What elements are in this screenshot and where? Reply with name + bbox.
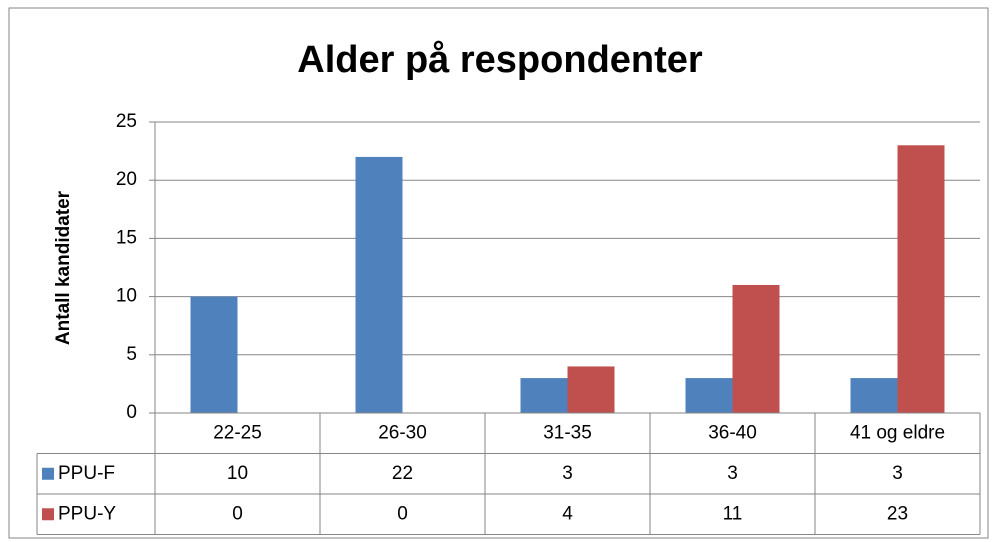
- bar: [355, 156, 403, 414]
- chart-title: Alder på respondenter: [297, 39, 703, 81]
- x-tick-label: 41 og eldre: [850, 422, 945, 443]
- y-tick-label: 25: [116, 111, 137, 132]
- table-value: 0: [232, 503, 243, 524]
- table-value: 10: [227, 463, 248, 484]
- table-value: 4: [562, 503, 573, 524]
- bar: [685, 378, 733, 413]
- x-tick-label: 31-35: [543, 422, 592, 443]
- legend-label: PPU-F: [58, 463, 115, 484]
- y-tick-label: 0: [126, 402, 137, 423]
- y-tick-label: 10: [116, 286, 137, 307]
- legend-key: [42, 467, 54, 480]
- x-tick-label: 26-30: [378, 422, 427, 443]
- x-tick-label: 36-40: [708, 422, 757, 443]
- y-axis-label: Antall kandidater: [53, 190, 74, 345]
- table-value: 0: [397, 503, 408, 524]
- chart-border: [8, 7, 989, 539]
- bar: [732, 284, 780, 413]
- legend-key: [42, 508, 54, 521]
- table-value: 3: [562, 463, 573, 484]
- bar: [567, 366, 615, 413]
- table-value: 3: [892, 463, 903, 484]
- bar: [850, 378, 898, 413]
- table-value: 11: [723, 503, 743, 524]
- legend-label: PPU-Y: [58, 503, 116, 524]
- table-value: 3: [727, 463, 738, 484]
- bar: [520, 378, 568, 413]
- x-tick-label: 22-25: [213, 422, 262, 443]
- y-tick-label: 20: [116, 169, 137, 190]
- bar: [190, 296, 238, 413]
- table-value: 23: [887, 503, 908, 524]
- y-tick-label: 5: [126, 344, 137, 365]
- table-value: 22: [392, 463, 413, 484]
- bar: [897, 145, 945, 413]
- y-tick-label: 15: [116, 227, 137, 248]
